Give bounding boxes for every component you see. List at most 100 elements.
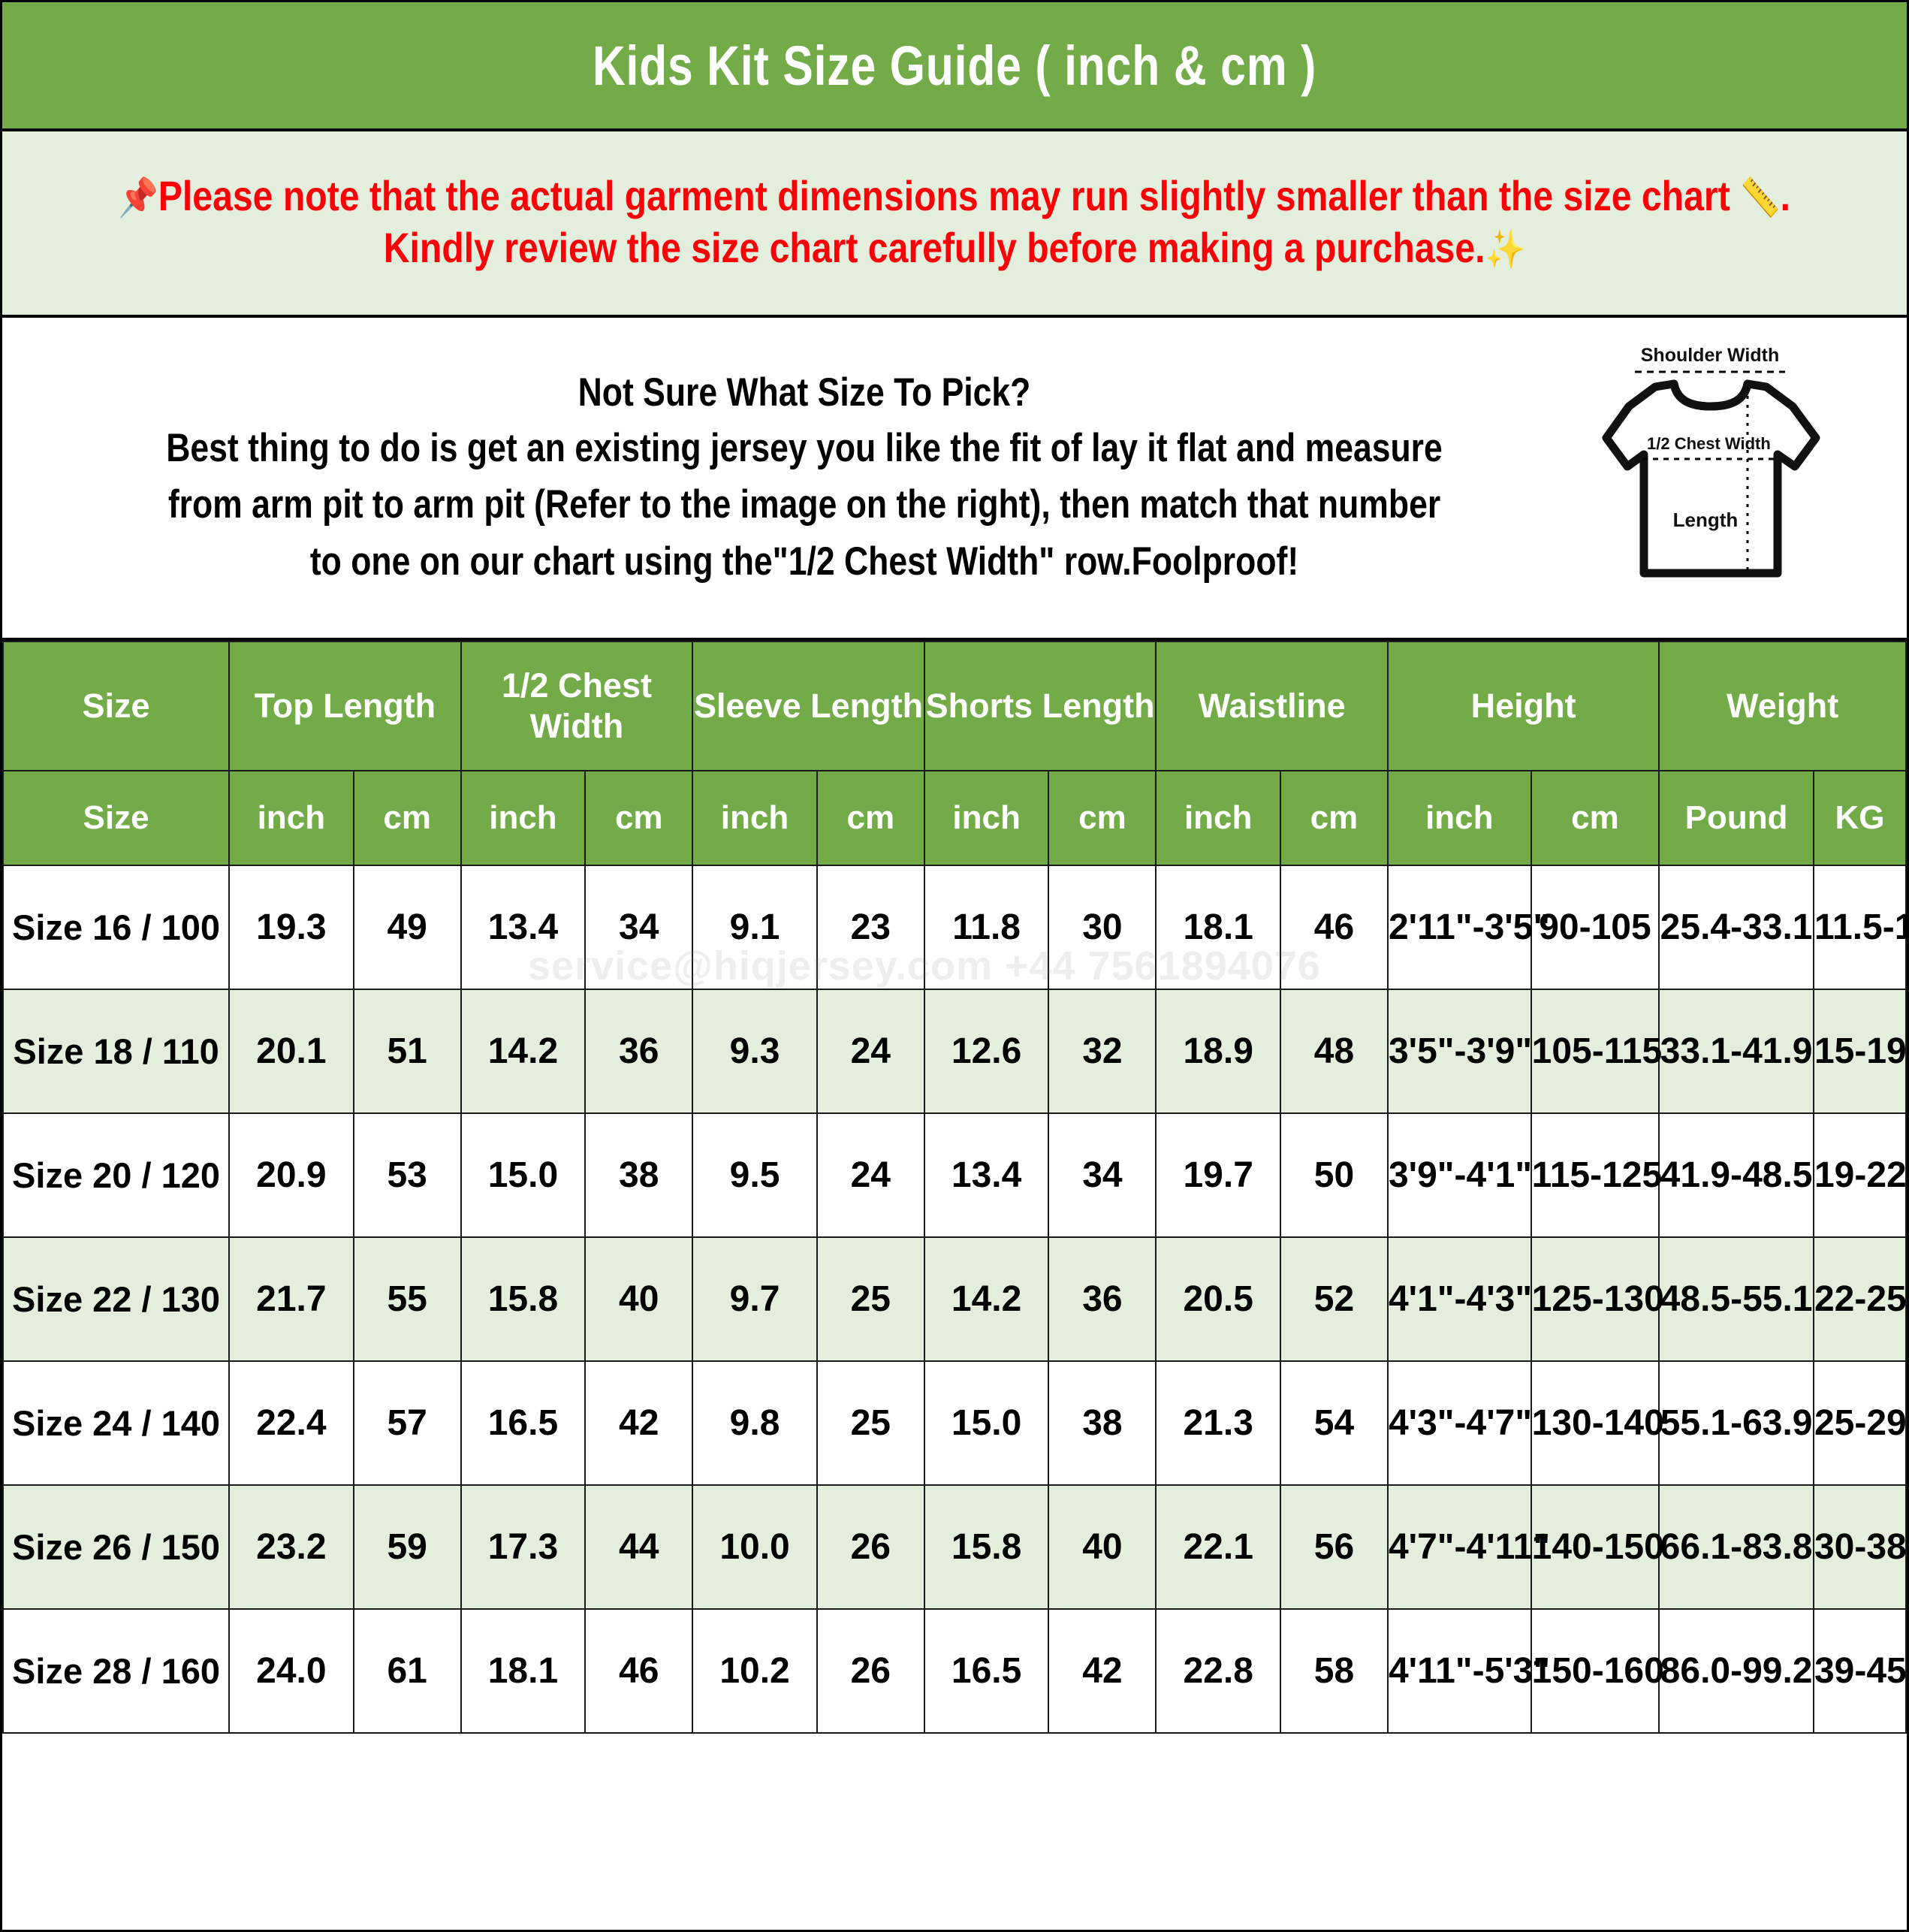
cell-value: 66.1-83.8: [1658, 1484, 1814, 1610]
intro-body-line-1: Best thing to do is get an existing jers…: [166, 426, 1443, 471]
cell-value: 22.8: [1155, 1608, 1281, 1734]
cell-value: 12.6: [923, 989, 1050, 1114]
header-weight: Weight: [1658, 641, 1907, 771]
table-row: Size 26 / 150 23.2 59 17.3 44 10.0 26 15.8 40 22.…: [2, 1484, 1907, 1610]
cell-value: 9.1: [692, 865, 818, 990]
cell-value: 59: [352, 1484, 462, 1610]
cell-value: 55: [352, 1236, 462, 1362]
cell-value: 55.1-63.9: [1658, 1360, 1814, 1486]
cell-value: 11.5-15: [1812, 865, 1909, 990]
cell-value: 3'5"-3'9": [1386, 989, 1532, 1114]
cell-value: 140-150: [1530, 1484, 1664, 1610]
cell-value: 36: [584, 989, 694, 1114]
table-row: Size 28 / 160 24.0 61 18.1 46 10.2 26 16.5 42 22.…: [2, 1608, 1907, 1734]
cell-value: 36: [1048, 1236, 1157, 1362]
unit-header-waist-inch: inch: [1155, 770, 1281, 866]
cell-value: 20.5: [1155, 1236, 1281, 1362]
cell-value: 4'1"-4'3": [1386, 1236, 1532, 1362]
cell-value: 22.4: [228, 1360, 354, 1486]
header-shorts-length: Shorts Length: [923, 641, 1157, 771]
cell-value: 15-19: [1812, 989, 1907, 1114]
note-line-2-text: Kindly review the size chart carefully b…: [383, 224, 1485, 271]
cell-value: 26: [816, 1484, 925, 1610]
cell-value: 26: [816, 1608, 925, 1734]
cell-value: 53: [352, 1112, 462, 1238]
cell-value: 46: [1279, 865, 1389, 990]
cell-value: 20.1: [228, 989, 354, 1114]
note-line-2: Kindly review the size chart carefully b…: [384, 222, 1525, 273]
cell-value: 20.9: [228, 1112, 354, 1238]
unit-header-chest-cm: cm: [584, 770, 694, 866]
cell-value: 11.8: [923, 865, 1050, 990]
cell-value: 58: [1279, 1608, 1389, 1734]
cell-size: Size 24 / 140: [2, 1360, 231, 1486]
cell-value: 41.9-48.5: [1658, 1112, 1814, 1238]
unit-header-sleeve-inch: inch: [692, 770, 818, 866]
note-band: 📌Please note that the actual garment dim…: [2, 131, 1907, 318]
cell-value: 34: [1048, 1112, 1157, 1238]
cell-value: 9.8: [692, 1360, 818, 1486]
cell-value: 19.7: [1155, 1112, 1281, 1238]
cell-value: 16.5: [923, 1608, 1050, 1734]
table-row: Size 22 / 130 21.7 55 15.8 40 9.7 25 14.2 36 20.5…: [2, 1236, 1907, 1362]
cell-value: 33.1-41.9: [1658, 989, 1814, 1114]
unit-header-weight-kg: KG: [1812, 770, 1907, 866]
cell-value: 22-25: [1812, 1236, 1907, 1362]
cell-value: 48.5-55.1: [1658, 1236, 1814, 1362]
cell-value: 15.8: [460, 1236, 587, 1362]
cell-value: 4'3"-4'7": [1386, 1360, 1532, 1486]
cell-size: Size 16 / 100: [2, 865, 231, 990]
cell-value: 3'9"-4'1": [1386, 1112, 1532, 1238]
header-size: Size: [2, 641, 231, 771]
note-line-1-period: .: [1780, 171, 1791, 219]
unit-header-height-cm: cm: [1530, 770, 1660, 866]
cell-size: Size 22 / 130: [2, 1236, 231, 1362]
cell-value: 30-38: [1812, 1484, 1907, 1610]
cell-value: 15.0: [923, 1360, 1050, 1486]
cell-value: 61: [352, 1608, 462, 1734]
table-body: Size 16 / 100 19.3 49 13.4 34 9.1 23 11.8 30 18.1…: [2, 865, 1909, 1734]
unit-header-sleeve-cm: cm: [816, 770, 925, 866]
unit-header-top-length-inch: inch: [228, 770, 354, 866]
cell-value: 46: [584, 1608, 694, 1734]
cell-value: 18.1: [1155, 865, 1281, 990]
cell-value: 40: [1048, 1484, 1157, 1610]
unit-header-height-inch: inch: [1386, 770, 1532, 866]
half-chest-width-label: 1/2 Chest Width: [1647, 434, 1771, 453]
cell-value: 32: [1048, 989, 1157, 1114]
cell-value: 34: [584, 865, 694, 990]
note-line-1: 📌Please note that the actual garment dim…: [119, 170, 1791, 222]
cell-value: 49: [352, 865, 462, 990]
cell-value: 150-160: [1530, 1608, 1664, 1734]
cell-value: 25-29: [1812, 1360, 1907, 1486]
cell-value: 9.7: [692, 1236, 818, 1362]
cell-value: 25.4-33.1: [1658, 865, 1814, 990]
cell-value: 13.4: [923, 1112, 1050, 1238]
unit-header-chest-inch: inch: [460, 770, 587, 866]
group-header-row: Size Top Length 1/2 Chest Width Sleeve L…: [2, 641, 1907, 771]
tshirt-diagram: Shoulder Width 1/2 Chest Width Length: [1584, 325, 1884, 626]
unit-header-waist-cm: cm: [1279, 770, 1389, 866]
intro-band: Not Sure What Size To Pick? Best thing t…: [2, 318, 1907, 641]
cell-value: 30: [1048, 865, 1157, 990]
intro-body-line-3: to one on our chart using the"1/2 Chest …: [309, 539, 1299, 584]
unit-header-row: Size inch cm inch cm inch cm inch cm inc…: [2, 770, 1907, 866]
unit-header-shorts-inch: inch: [923, 770, 1050, 866]
intro-heading: Not Sure What Size To Pick?: [578, 370, 1031, 415]
shoulder-width-label: Shoulder Width: [1641, 345, 1779, 366]
cell-value: 9.3: [692, 989, 818, 1114]
intro-text-block: Not Sure What Size To Pick? Best thing t…: [2, 366, 1907, 590]
cell-value: 51: [352, 989, 462, 1114]
cell-value: 42: [584, 1360, 694, 1486]
cell-value: 13.4: [460, 865, 587, 990]
unit-header-shorts-cm: cm: [1048, 770, 1157, 866]
size-chart-table: Size Top Length 1/2 Chest Width Sleeve L…: [2, 641, 1909, 1734]
cell-value: 38: [584, 1112, 694, 1238]
header-sleeve-length: Sleeve Length: [692, 641, 925, 771]
table-row: Size 20 / 120 20.9 53 15.0 38 9.5 24 13.4 34 19.7…: [2, 1112, 1907, 1238]
cell-value: 50: [1279, 1112, 1389, 1238]
cell-value: 90-105: [1530, 865, 1660, 990]
cell-value: 18.1: [460, 1608, 587, 1734]
cell-value: 25: [816, 1360, 925, 1486]
